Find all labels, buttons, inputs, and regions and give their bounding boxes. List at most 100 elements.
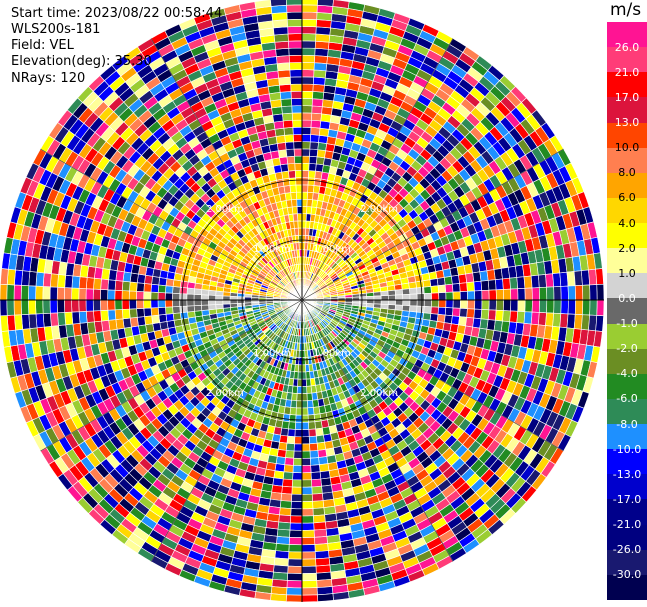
velocity-gate	[281, 105, 293, 115]
velocity-gate	[553, 286, 562, 301]
velocity-gate	[416, 305, 425, 314]
velocity-gate	[316, 578, 333, 588]
velocity-gate	[301, 544, 316, 553]
velocity-gate	[107, 279, 117, 291]
velocity-gate	[71, 299, 80, 313]
velocity-gate	[595, 315, 604, 332]
velocity-gate	[293, 450, 303, 459]
velocity-gate	[275, 543, 290, 552]
velocity-gate	[281, 485, 293, 495]
velocity-gate	[366, 295, 375, 301]
velocity-gate	[474, 299, 483, 310]
velocity-gate	[301, 62, 315, 71]
velocity-gate	[179, 286, 188, 295]
velocity-gate	[517, 288, 526, 301]
velocity-gate	[284, 457, 295, 466]
velocity-gate	[179, 299, 188, 307]
velocity-gate	[121, 308, 131, 320]
velocity-gate	[301, 0, 319, 6]
velocity-gate	[49, 286, 58, 301]
velocity-gate	[307, 184, 315, 193]
velocity-gate	[430, 306, 439, 315]
velocity-gate	[277, 69, 291, 79]
velocity-gate	[452, 299, 461, 309]
velocity-gate	[467, 290, 476, 301]
velocity-gate	[409, 305, 418, 313]
velocity-gate	[136, 307, 145, 318]
velocity-gate	[136, 282, 145, 293]
velocity-gate	[121, 280, 131, 292]
velocity-gate	[301, 479, 313, 488]
velocity-gate	[280, 98, 293, 107]
velocity-gate	[286, 155, 296, 165]
velocity-gate	[314, 420, 323, 430]
velocity-gate	[301, 105, 313, 114]
velocity-gate	[301, 47, 316, 56]
velocity-gate	[129, 281, 138, 292]
velocity-gate	[64, 299, 73, 313]
velocity-gate	[552, 272, 562, 288]
velocity-gate	[114, 289, 123, 301]
velocity-gate	[409, 299, 418, 307]
velocity-gate	[285, 450, 295, 459]
velocity-gates	[0, 0, 605, 603]
velocity-gate	[301, 436, 310, 445]
velocity-gate	[473, 280, 483, 292]
velocity-gate	[56, 286, 66, 301]
velocity-gate	[291, 199, 298, 208]
velocity-gate	[129, 308, 138, 319]
velocity-gate	[289, 522, 303, 531]
velocity-gate	[308, 435, 318, 445]
velocity-gate	[531, 299, 540, 313]
velocity-gate	[589, 299, 598, 316]
velocity-gate	[401, 288, 411, 296]
velocity-gate	[458, 316, 468, 327]
velocity-gate	[318, 456, 329, 466]
velocity-gate	[275, 456, 286, 466]
velocity-gate	[208, 299, 217, 306]
velocity-gate	[301, 594, 319, 603]
velocity-gate	[71, 275, 81, 289]
velocity-gate	[315, 33, 331, 43]
velocity-gate	[288, 170, 296, 179]
velocity-gate	[301, 486, 313, 495]
velocity-gate	[286, 587, 303, 596]
velocity-gate	[292, 472, 303, 481]
velocity-gate	[301, 33, 317, 42]
velocity-gate	[301, 508, 314, 517]
velocity-gate	[301, 522, 315, 531]
velocity-gate	[495, 289, 504, 301]
velocity-gate	[431, 299, 440, 308]
velocity-gate	[301, 69, 315, 78]
velocity-gate	[312, 76, 326, 86]
velocity-gate	[6, 299, 15, 316]
velocity-gate	[20, 284, 30, 301]
velocity-gate	[308, 170, 316, 179]
velocity-gate	[297, 371, 303, 380]
velocity-gate	[316, 12, 333, 22]
velocity-gate	[574, 284, 584, 301]
velocity-gate	[290, 515, 303, 524]
velocity-gate	[530, 311, 540, 326]
velocity-gate	[474, 290, 483, 301]
velocity-gate	[288, 536, 303, 546]
velocity-gate	[294, 429, 303, 438]
velocity-gate	[488, 289, 497, 301]
velocity-gate	[316, 571, 332, 581]
velocity-gate	[294, 436, 303, 445]
velocity-gate	[311, 485, 323, 495]
velocity-gate	[402, 299, 411, 306]
velocity-gate	[293, 443, 303, 452]
velocity-gate	[100, 309, 109, 322]
velocity-gate	[314, 550, 330, 560]
velocity-gate	[50, 312, 59, 327]
velocity-gate	[0, 299, 8, 317]
velocity-gate	[545, 273, 554, 288]
velocity-gate	[288, 544, 303, 553]
velocity-gate	[310, 127, 321, 136]
velocity-gate	[114, 280, 124, 291]
velocity-gate	[107, 309, 117, 321]
velocity-gate	[473, 308, 483, 320]
velocity-gate	[423, 299, 432, 308]
velocity-gate	[316, 19, 332, 29]
